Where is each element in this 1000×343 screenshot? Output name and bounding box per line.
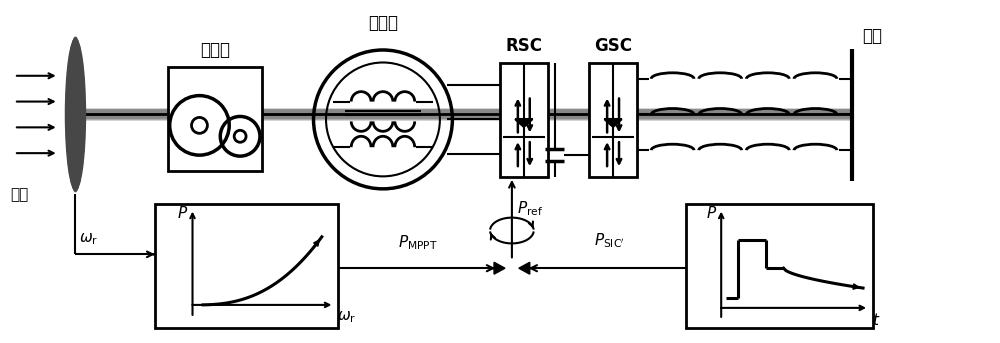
Ellipse shape bbox=[68, 38, 83, 191]
Text: 风速: 风速 bbox=[10, 187, 28, 202]
Bar bbox=[589, 63, 637, 177]
Text: $P$: $P$ bbox=[706, 205, 717, 221]
Bar bbox=[686, 204, 873, 328]
Text: RSC: RSC bbox=[505, 37, 542, 55]
Text: $P_{\rm SIC'}$: $P_{\rm SIC'}$ bbox=[594, 232, 624, 250]
Text: $P_{\rm MPPT}$: $P_{\rm MPPT}$ bbox=[398, 234, 438, 252]
Ellipse shape bbox=[66, 38, 85, 191]
Ellipse shape bbox=[74, 38, 77, 191]
Text: 发电机: 发电机 bbox=[368, 14, 398, 32]
Ellipse shape bbox=[73, 38, 78, 191]
Text: $P$: $P$ bbox=[177, 205, 189, 221]
Text: $\omega_{\rm r}$: $\omega_{\rm r}$ bbox=[79, 232, 98, 247]
Ellipse shape bbox=[70, 38, 81, 191]
Polygon shape bbox=[519, 262, 530, 274]
Text: $P_{\rm ref}$: $P_{\rm ref}$ bbox=[517, 199, 543, 217]
Text: $t$: $t$ bbox=[872, 312, 880, 328]
Ellipse shape bbox=[75, 38, 76, 191]
Ellipse shape bbox=[70, 38, 81, 191]
Ellipse shape bbox=[71, 38, 80, 191]
Text: $\omega_{\rm r}$: $\omega_{\rm r}$ bbox=[337, 309, 357, 324]
Ellipse shape bbox=[67, 38, 84, 191]
Bar bbox=[168, 67, 262, 171]
Polygon shape bbox=[494, 262, 505, 274]
Polygon shape bbox=[515, 119, 533, 127]
Bar bbox=[155, 204, 338, 328]
Ellipse shape bbox=[72, 38, 79, 191]
Text: 齿轮箱: 齿轮箱 bbox=[200, 41, 230, 59]
Text: GSC: GSC bbox=[594, 37, 632, 55]
Text: 电网: 电网 bbox=[862, 27, 882, 45]
Ellipse shape bbox=[69, 38, 82, 191]
Polygon shape bbox=[604, 119, 622, 127]
Ellipse shape bbox=[67, 38, 84, 191]
Ellipse shape bbox=[65, 38, 86, 191]
Bar bbox=[500, 63, 548, 177]
